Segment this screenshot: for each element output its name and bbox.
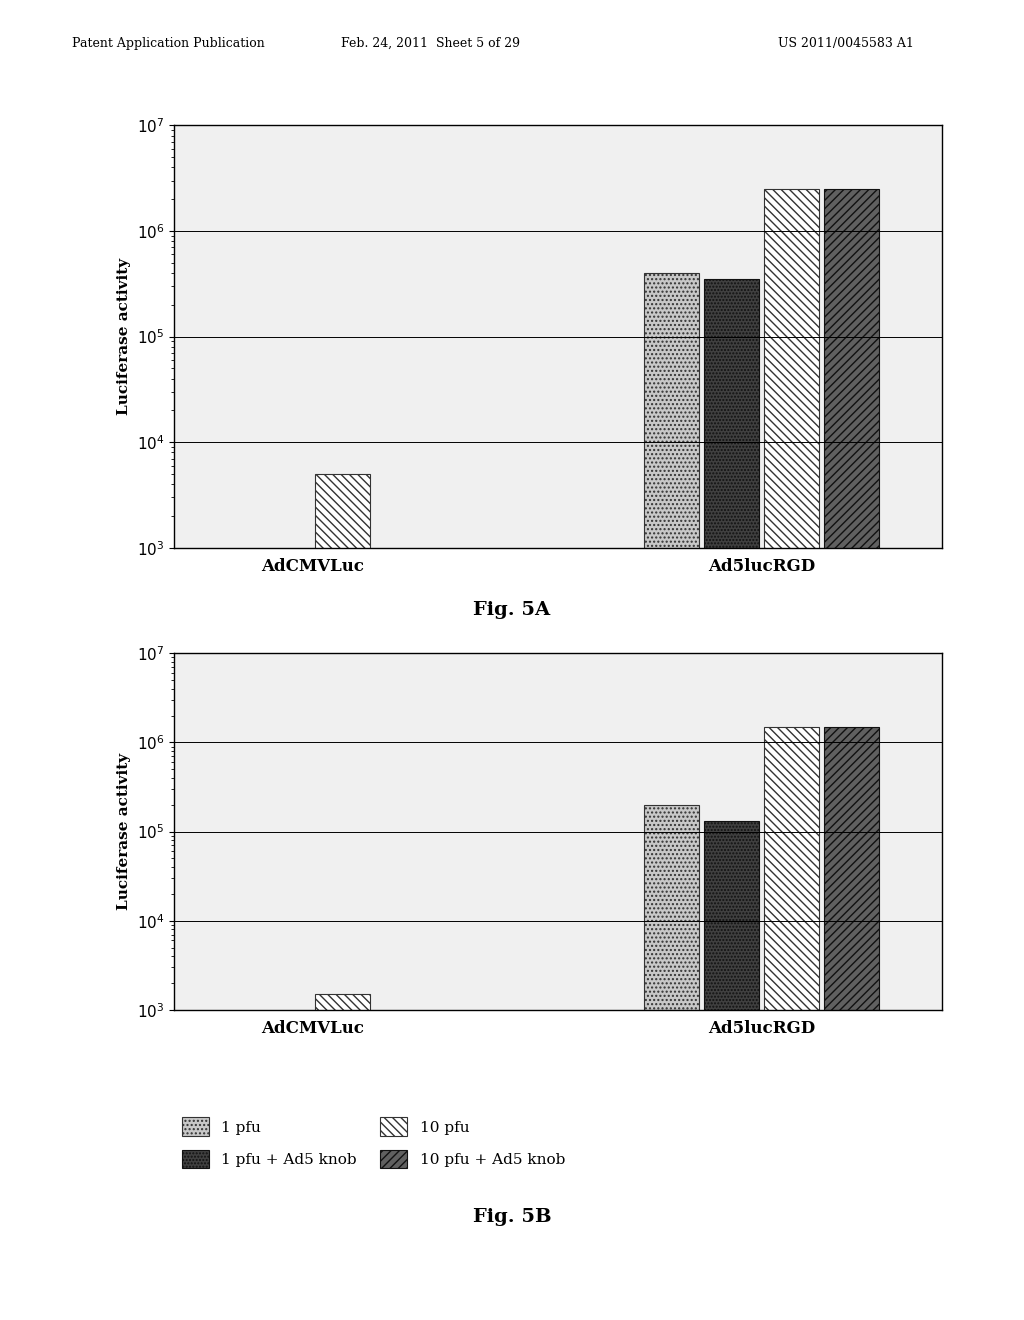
Legend: 1 pfu, 1 pfu + Ad5 knob, 10 pfu, 10 pfu + Ad5 knob: 1 pfu, 1 pfu + Ad5 knob, 10 pfu, 10 pfu … [181,1117,565,1168]
Bar [824,189,880,1320]
Bar [315,474,371,1320]
Bar [255,558,310,1320]
Bar [255,1064,310,1320]
Text: Fig. 5B: Fig. 5B [473,1208,551,1226]
Bar [375,1064,430,1320]
Text: US 2011/0045583 A1: US 2011/0045583 A1 [778,37,914,50]
Bar [195,1056,250,1320]
Bar [315,994,371,1320]
Text: Fig. 5A: Fig. 5A [473,601,551,619]
Y-axis label: Luciferase activity: Luciferase activity [117,752,131,911]
Y-axis label: Luciferase activity: Luciferase activity [117,257,131,416]
Bar [375,579,430,1320]
Bar [195,558,250,1320]
Bar [824,727,880,1320]
Bar [703,279,759,1320]
Bar [764,727,819,1320]
Text: Patent Application Publication: Patent Application Publication [72,37,264,50]
Text: Feb. 24, 2011  Sheet 5 of 29: Feb. 24, 2011 Sheet 5 of 29 [341,37,519,50]
Bar [643,805,699,1320]
Bar [643,273,699,1320]
Bar [764,189,819,1320]
Bar [703,821,759,1320]
